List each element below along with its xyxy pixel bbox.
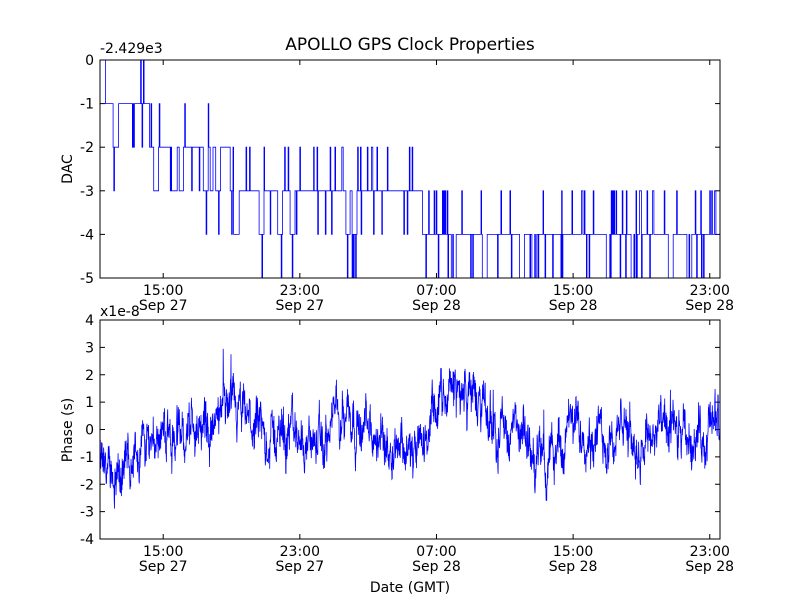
phase-ytick-label: 2 — [85, 368, 94, 384]
dac-axes-frame — [99, 59, 721, 279]
dac-xtick-date: Sep 27 — [139, 298, 188, 314]
phase-ytick-label: 3 — [85, 340, 94, 356]
dac-ytick-label: 0 — [85, 53, 94, 69]
phase-xtick-date: Sep 27 — [139, 559, 188, 575]
dac-offset-label: -2.429e3 — [100, 41, 163, 57]
phase-xtick-time: 15:00 — [143, 544, 183, 560]
dac-xtick-time: 15:00 — [143, 283, 183, 299]
dac-xtick-time: 07:00 — [416, 283, 456, 299]
phase-xtick-date: Sep 28 — [685, 559, 734, 575]
phase-ytick-label: -1 — [80, 450, 94, 466]
phase-xtick-time: 23:00 — [690, 544, 730, 560]
phase-ytick-label: -4 — [80, 532, 94, 548]
phase-xtick-date: Sep 28 — [549, 559, 598, 575]
phase-series-line — [99, 348, 721, 509]
dac-y-axis-label: DAC — [60, 154, 76, 184]
phase-ytick-label: 0 — [85, 423, 94, 439]
phase-xtick-date: Sep 28 — [412, 559, 461, 575]
phase-y-ticks: 4 3 2 1 0 -1 -2 -3 -4 — [80, 313, 720, 548]
phase-offset-label: x1e-8 — [100, 304, 140, 320]
dac-series-line — [100, 59, 720, 279]
dac-ytick-label: -2 — [80, 140, 94, 156]
dac-ytick-label: -1 — [80, 97, 94, 113]
phase-axes-frame — [99, 319, 721, 540]
phase-xtick-time: 15:00 — [553, 544, 593, 560]
phase-ytick-label: -3 — [80, 505, 94, 521]
phase-ytick-label: 4 — [85, 313, 94, 329]
dac-xtick-date: Sep 28 — [412, 298, 461, 314]
dac-xtick-time: 15:00 — [553, 283, 593, 299]
chart-title: APOLLO GPS Clock Properties — [285, 35, 535, 55]
phase-ytick-label: -2 — [80, 477, 94, 493]
dac-xtick-time: 23:00 — [690, 283, 730, 299]
phase-xtick-time: 23:00 — [280, 544, 320, 560]
dac-xtick-time: 23:00 — [280, 283, 320, 299]
phase-ytick-label: 1 — [85, 395, 94, 411]
phase-xtick-date: Sep 27 — [276, 559, 325, 575]
phase-xtick-time: 07:00 — [416, 544, 456, 560]
dac-xtick-date: Sep 28 — [549, 298, 598, 314]
phase-x-axis-label: Date (GMT) — [370, 580, 450, 596]
dac-ytick-label: -3 — [80, 184, 94, 200]
dac-xtick-date: Sep 27 — [276, 298, 325, 314]
dac-xtick-date: Sep 28 — [685, 298, 734, 314]
phase-y-axis-label: Phase (s) — [60, 398, 76, 462]
dac-ytick-label: -5 — [80, 271, 94, 287]
dac-ytick-label: -4 — [80, 227, 94, 243]
